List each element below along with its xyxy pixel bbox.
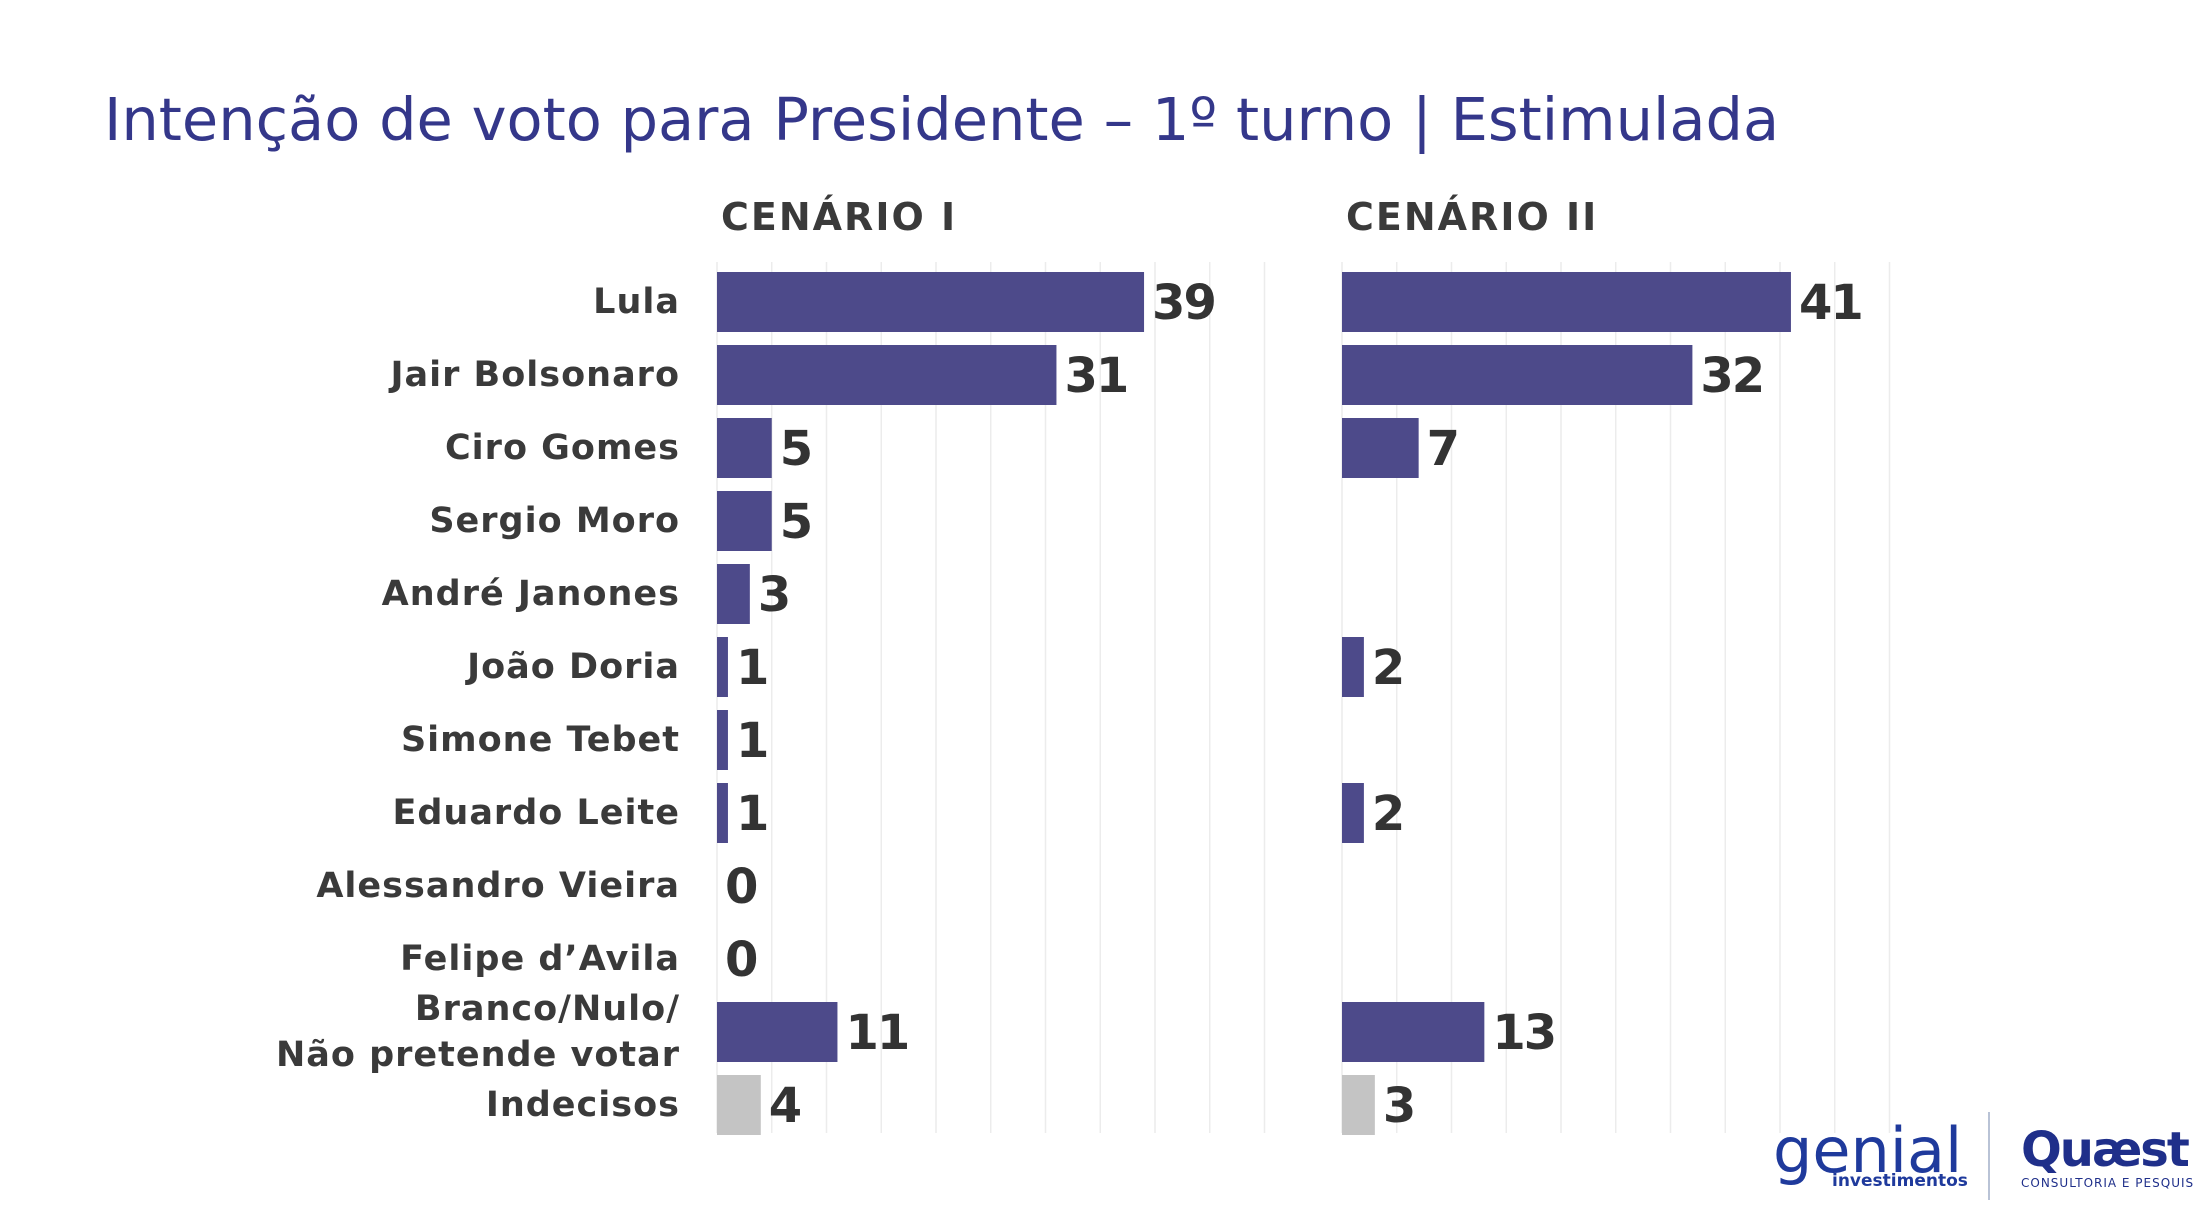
logo-genial: genial [1773,1114,1962,1187]
category-label: Jair Bolsonaro [390,355,680,395]
category-label: Branco/Nulo/ Não pretende votar [275,989,680,1075]
value-label: 32 [1700,348,1763,404]
category-label: João Doria [467,647,680,687]
chart-title: Intenção de voto para Presidente – 1º tu… [104,85,1779,154]
bar [1342,418,1419,478]
value-label: 3 [758,567,789,623]
category-label: Sergio Moro [429,501,680,541]
value-label: 11 [845,1005,908,1061]
category-label: Simone Tebet [400,720,680,760]
value-label: 13 [1492,1005,1555,1061]
logo-genial-sub: investimentos [1832,1171,1968,1191]
value-label: 4 [769,1078,801,1134]
value-label: 7 [1427,421,1458,477]
logo-quaest-sub: CONSULTORIA E PESQUISA [2021,1176,2194,1190]
bar [717,1075,761,1135]
bar [717,345,1057,405]
category-label: Eduardo Leite [392,793,680,833]
value-label: 1 [736,786,767,842]
value-label: 0 [725,859,757,915]
bar [717,564,750,624]
category-label: Indecisos [485,1085,680,1125]
bar [1342,345,1693,405]
value-label: 0 [725,932,757,988]
value-label: 5 [780,421,811,477]
value-label: 3 [1383,1078,1414,1134]
bar [717,418,772,478]
value-label: 1 [736,640,767,696]
value-label: 2 [1372,640,1403,696]
value-label: 41 [1799,275,1862,331]
bar [717,637,728,697]
value-label: 39 [1152,275,1215,331]
category-label: Lula [593,282,680,322]
category-label: Alessandro Vieira [316,866,680,906]
category-label: Felipe d’Avila [400,939,680,979]
panel-title: CENÁRIO II [1346,195,1598,239]
value-label: 2 [1372,786,1403,842]
value-label: 5 [780,494,811,550]
bar [717,272,1145,332]
bar [1342,637,1364,697]
bar [717,783,728,843]
category-label: Ciro Gomes [445,428,680,468]
bar [1342,1002,1485,1062]
panel-title: CENÁRIO I [721,195,957,239]
bar [1342,783,1364,843]
value-label: 1 [736,713,767,769]
bar [717,1002,838,1062]
logo-quaest: Quæst [2021,1122,2189,1178]
bar [1342,272,1791,332]
bar [717,710,728,770]
category-label: André Janones [381,574,680,614]
value-label: 31 [1064,348,1127,404]
bar [1342,1075,1375,1135]
bar [717,491,772,551]
